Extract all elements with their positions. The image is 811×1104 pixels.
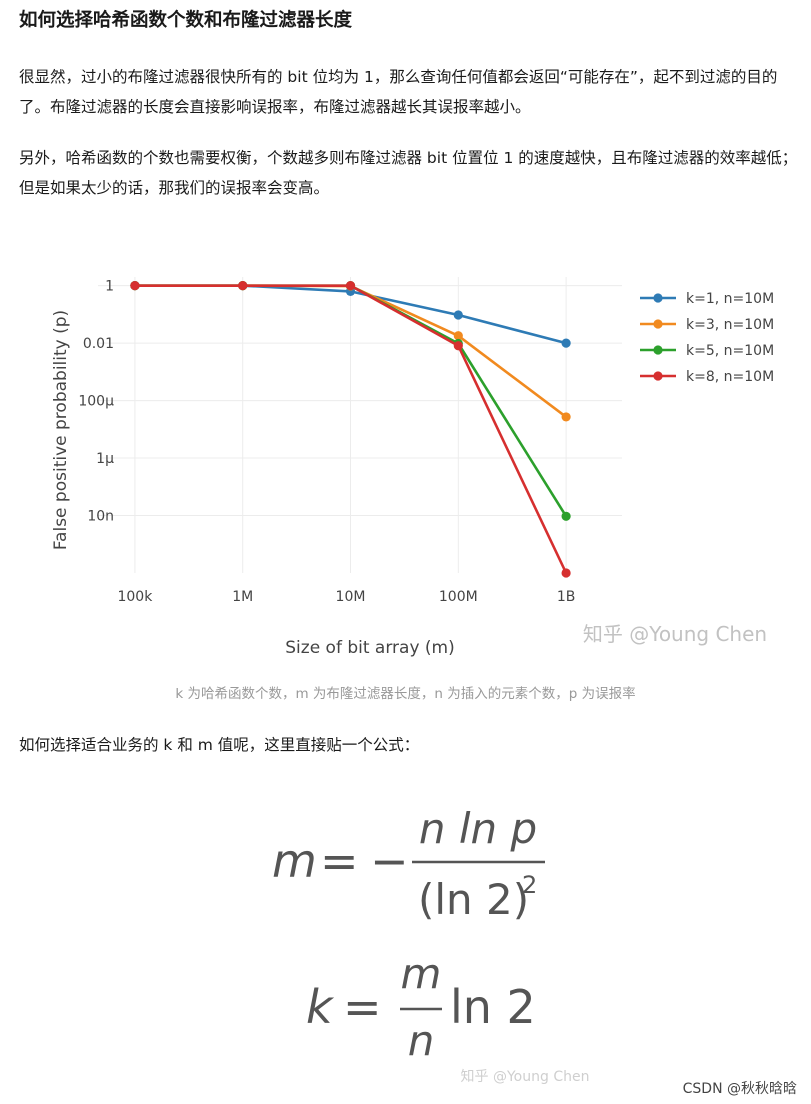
formula1-minus: − [370, 834, 409, 888]
data-point [453, 341, 463, 351]
legend-label: k=8, n=10M [686, 369, 774, 385]
formula2-lhs: k [306, 980, 335, 1034]
formula-watermark: 知乎 @Young Chen [461, 1068, 590, 1085]
formula1-lhs: m [272, 834, 317, 888]
chart-watermark: 知乎 @Young Chen [583, 622, 767, 646]
data-point [130, 281, 140, 291]
data-point [453, 331, 463, 341]
paragraph-1: 很显然，过小的布隆过滤器很快所有的 bit 位均为 1，那么查询任何值都会返回“… [19, 68, 778, 116]
csdn-watermark: CSDN @秋秋晗晗 [682, 1081, 797, 1097]
legend-label: k=1, n=10M [686, 291, 774, 307]
data-point [561, 568, 571, 578]
formula-block: m = − n ln p (ln 2) 2 k = m n ln 2 知乎 @Y… [272, 804, 590, 1085]
x-tick-label: 10M [336, 589, 366, 605]
formula2-denominator: n [408, 1016, 435, 1065]
data-point [238, 281, 248, 291]
x-tick-label: 1B [557, 589, 576, 605]
y-tick-label: 1μ [96, 451, 114, 467]
formula2-equals: = [343, 980, 382, 1034]
data-point [561, 511, 571, 521]
x-tick-label: 100M [439, 589, 478, 605]
figure-caption: k 为哈希函数个数，m 为布隆过滤器长度，n 为插入的元素个数，p 为误报率 [175, 686, 636, 702]
formula1-exponent: 2 [522, 871, 537, 899]
x-tick-label: 100k [117, 589, 153, 605]
formula1-equals: = [320, 834, 359, 888]
section-heading: 如何选择哈希函数个数和布隆过滤器长度 [19, 10, 353, 31]
x-axis-label: Size of bit array (m) [285, 638, 454, 658]
formula1-denominator: (ln 2) [418, 875, 529, 924]
legend-label: k=3, n=10M [686, 317, 774, 333]
data-point [561, 338, 571, 348]
y-tick-label: 10n [87, 509, 114, 525]
false-positive-chart: 1 0.01 100μ 1μ 10n 100k 1M 10M 100M 1B k=1, n=10… [51, 277, 774, 658]
paragraph-2: 另外，哈希函数的个数也需要权衡，个数越多则布隆过滤器 bit 位置位 1 的速度… [19, 149, 798, 197]
y-tick-label: 1 [105, 279, 114, 295]
formula2-tail: ln 2 [450, 980, 536, 1034]
paragraph-3: 如何选择适合业务的 k 和 m 值呢，这里直接贴一个公式： [19, 736, 420, 754]
formula1-numerator: n ln p [419, 804, 537, 853]
legend-marker [653, 345, 663, 355]
legend-marker [653, 293, 663, 303]
data-point [345, 281, 356, 291]
legend-marker [653, 371, 663, 381]
x-tick-label: 1M [232, 589, 253, 605]
legend-marker [653, 319, 663, 329]
y-tick-label: 0.01 [83, 336, 114, 352]
y-axis-label: False positive probability (p) [51, 310, 71, 550]
y-tick-label: 100μ [78, 394, 114, 410]
data-point [561, 412, 571, 422]
formula2-numerator: m [401, 949, 442, 998]
data-point [453, 310, 463, 320]
legend-label: k=5, n=10M [686, 343, 774, 359]
